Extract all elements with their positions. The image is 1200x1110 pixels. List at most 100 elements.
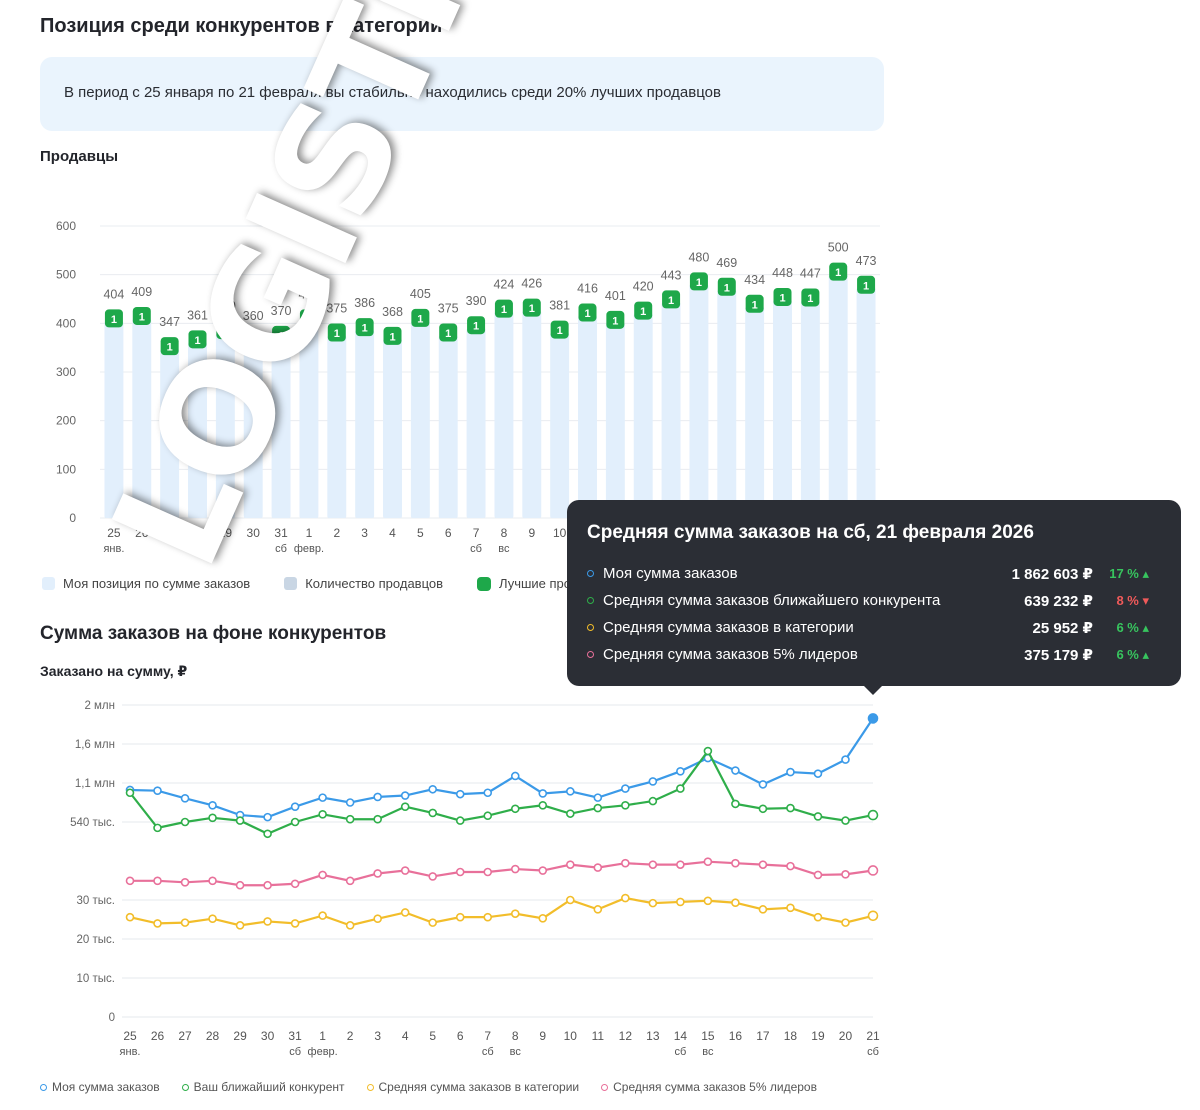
legend-label: Ваш ближайший конкурент bbox=[193, 1080, 345, 1094]
x-tick-sublabel: вс bbox=[702, 1046, 714, 1058]
x-tick-label: 10 bbox=[564, 1029, 578, 1043]
x-tick-label: 10 bbox=[553, 526, 567, 540]
x-tick-label: 29 bbox=[233, 1029, 247, 1043]
data-point bbox=[703, 857, 713, 867]
data-point bbox=[400, 791, 410, 800]
tooltip-value: 25 952 ₽ bbox=[1032, 619, 1093, 637]
rank-badge-label: 1 bbox=[529, 303, 535, 315]
data-point bbox=[483, 912, 493, 922]
x-tick-label: 4 bbox=[389, 526, 396, 540]
data-label: 347 bbox=[159, 315, 180, 329]
rank-badge-label: 1 bbox=[779, 292, 785, 304]
data-label: 375 bbox=[438, 302, 459, 316]
data-point bbox=[263, 917, 272, 926]
data-point bbox=[758, 905, 768, 914]
x-tick-sublabel: сб bbox=[674, 1046, 686, 1058]
tooltip-value: 1 862 603 ₽ bbox=[1011, 565, 1093, 583]
rank-badge-label: 1 bbox=[473, 321, 479, 333]
series-line bbox=[129, 896, 874, 927]
legend-item-leaders[interactable]: Средняя сумма заказов 5% лидеров bbox=[601, 1080, 817, 1094]
data-point bbox=[428, 784, 438, 794]
data-point bbox=[867, 809, 879, 821]
data-label: 370 bbox=[271, 304, 292, 318]
tooltip-change: 6 % ▴ bbox=[1116, 646, 1149, 662]
rank-badge-label: 1 bbox=[557, 325, 563, 337]
data-label: 426 bbox=[521, 277, 542, 291]
bar bbox=[494, 311, 514, 518]
data-point bbox=[676, 897, 685, 907]
x-tick-sublabel: февр. bbox=[308, 1046, 338, 1058]
legend-label: Средняя сумма заказов 5% лидеров bbox=[613, 1080, 817, 1094]
legend-item-competitor[interactable]: Ваш ближайший конкурент bbox=[181, 1080, 345, 1094]
data-point bbox=[786, 803, 795, 813]
data-point bbox=[290, 802, 300, 811]
legend-swatch-count bbox=[284, 577, 298, 590]
bar bbox=[132, 318, 152, 518]
data-point bbox=[483, 811, 493, 821]
bar bbox=[327, 335, 347, 518]
rank-badge bbox=[104, 309, 123, 328]
rank-badge bbox=[857, 275, 876, 294]
data-label: 448 bbox=[772, 266, 793, 280]
data-point bbox=[648, 898, 658, 908]
tooltip-value: 639 232 ₽ bbox=[1024, 592, 1093, 610]
data-point bbox=[867, 865, 879, 876]
x-tick-label: 1 bbox=[306, 526, 313, 540]
data-point bbox=[510, 771, 520, 781]
data-point bbox=[345, 814, 355, 824]
y-tick-label: 1,6 млн bbox=[75, 739, 115, 751]
x-tick-label: 12 bbox=[619, 1029, 633, 1043]
tooltip-label: Средняя сумма заказов в категории bbox=[603, 619, 854, 636]
data-point bbox=[813, 912, 823, 922]
sum-section-title: Сумма заказов на фоне конкурентов bbox=[40, 623, 387, 644]
rank-badge bbox=[717, 277, 736, 296]
x-tick-label: 4 bbox=[402, 1029, 409, 1043]
x-tick-label: 31 bbox=[274, 526, 288, 540]
bar bbox=[828, 274, 848, 518]
data-point bbox=[345, 798, 355, 807]
rank-badge-label: 1 bbox=[111, 314, 117, 326]
x-tick-label: 1 bbox=[319, 1029, 326, 1043]
y-tick-label: 20 тыс. bbox=[77, 934, 115, 946]
tooltip-marker bbox=[587, 651, 594, 658]
data-label: 416 bbox=[577, 282, 598, 296]
x-tick-label: 28 bbox=[206, 1029, 220, 1043]
x-tick-label: 7 bbox=[484, 1029, 491, 1043]
rank-badge bbox=[550, 320, 569, 339]
legend-item-my-sum[interactable]: Моя сумма заказов bbox=[40, 1080, 160, 1094]
legend-item-category[interactable]: Средняя сумма заказов в категории bbox=[366, 1080, 579, 1094]
data-label: 404 bbox=[298, 287, 319, 301]
bar bbox=[550, 332, 570, 518]
data-point bbox=[235, 810, 245, 820]
legend-item-sellers-count[interactable]: Количество продавцов bbox=[284, 576, 443, 591]
legend-marker bbox=[601, 1083, 609, 1091]
data-label: 424 bbox=[493, 278, 514, 292]
data-point bbox=[731, 766, 740, 775]
data-point bbox=[703, 753, 713, 763]
rank-badge-label: 1 bbox=[807, 293, 813, 305]
data-point bbox=[455, 816, 465, 825]
x-tick-label: 2 bbox=[333, 526, 340, 540]
bar bbox=[856, 287, 876, 518]
x-tick-label: 26 bbox=[135, 526, 149, 540]
legend-item-my-position[interactable]: Моя позиция по сумме заказов bbox=[42, 576, 250, 591]
data-point bbox=[676, 766, 685, 776]
rank-badge bbox=[216, 321, 235, 340]
bar bbox=[215, 333, 235, 518]
data-point bbox=[318, 810, 327, 819]
bar bbox=[355, 330, 375, 518]
data-point bbox=[153, 919, 162, 928]
data-point bbox=[510, 909, 520, 918]
data-label: 368 bbox=[382, 305, 403, 319]
rank-badge-label: 1 bbox=[362, 323, 368, 335]
rank-badge bbox=[662, 290, 681, 309]
sellers-chart-label: Продавцы bbox=[40, 148, 119, 165]
data-point bbox=[648, 796, 658, 806]
data-point bbox=[180, 918, 190, 927]
x-tick-sublabel: сб bbox=[867, 1046, 879, 1058]
rank-badge bbox=[829, 262, 848, 281]
data-point bbox=[565, 809, 575, 818]
x-tick-label: 3 bbox=[374, 1029, 381, 1043]
x-tick-sublabel: янв. bbox=[120, 1046, 141, 1058]
legend-marker bbox=[366, 1083, 374, 1091]
